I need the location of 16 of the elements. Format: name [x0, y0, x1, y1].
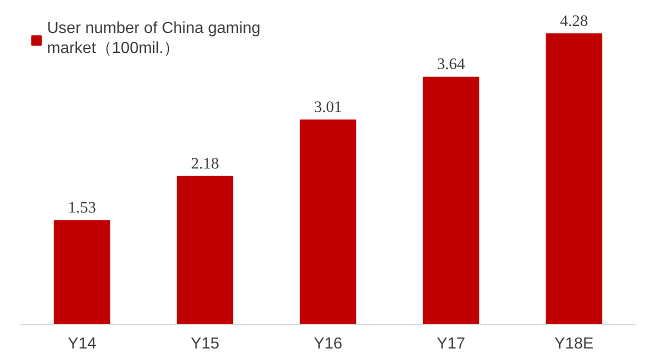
data-label: 3.01	[314, 99, 342, 116]
bar	[546, 33, 602, 324]
bar	[422, 76, 480, 324]
bar	[300, 120, 356, 324]
bar	[54, 220, 110, 324]
data-label: 4.28	[560, 12, 588, 30]
legend-label: User number of China gaming market（100mil.）	[47, 20, 260, 59]
x-tick-label: Y14	[68, 336, 96, 352]
x-tick-label: Y16	[314, 336, 342, 352]
bar	[176, 176, 234, 324]
data-label: 2.18	[191, 155, 219, 172]
data-label: 3.64	[437, 56, 465, 74]
x-tick-label: Y18E	[554, 336, 594, 352]
x-tick-label: Y15	[190, 336, 220, 352]
data-label: 1.53	[68, 200, 96, 217]
x-tick-label: Y17	[436, 336, 466, 352]
